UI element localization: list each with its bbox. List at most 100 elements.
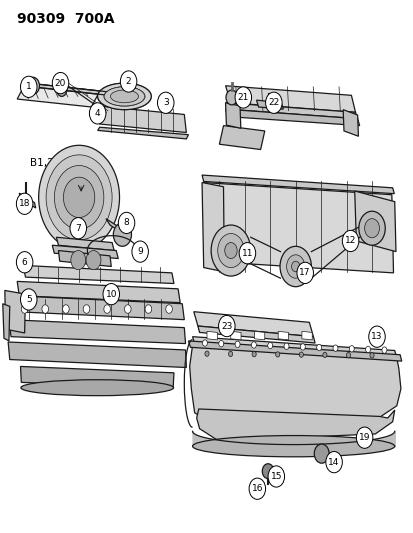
Circle shape [265,92,281,114]
Circle shape [368,326,385,348]
Polygon shape [225,103,240,128]
Circle shape [358,211,385,245]
Circle shape [21,305,28,313]
Circle shape [165,305,172,313]
Circle shape [21,76,37,98]
Polygon shape [202,182,392,273]
Ellipse shape [104,87,145,106]
Circle shape [157,92,173,114]
Circle shape [349,345,354,352]
Circle shape [52,72,69,94]
Polygon shape [97,106,186,133]
Circle shape [46,155,112,240]
Text: 12: 12 [344,237,356,246]
Circle shape [286,255,304,278]
Text: 16: 16 [251,484,262,493]
Circle shape [62,305,69,313]
Circle shape [86,251,101,270]
Circle shape [228,351,232,357]
Polygon shape [278,332,288,340]
Ellipse shape [21,379,173,395]
Ellipse shape [192,435,394,457]
Circle shape [42,305,48,313]
Circle shape [291,261,299,272]
Circle shape [268,466,284,487]
Text: 6: 6 [22,258,27,266]
Polygon shape [23,265,173,284]
Circle shape [251,342,256,348]
Circle shape [235,341,240,348]
Polygon shape [189,345,400,426]
Circle shape [21,289,37,310]
Circle shape [104,305,110,313]
Circle shape [57,84,66,96]
Text: 5: 5 [26,295,31,304]
Circle shape [365,346,370,353]
Circle shape [202,340,207,346]
Polygon shape [301,332,311,340]
Circle shape [262,464,273,479]
Text: 22: 22 [268,98,279,107]
Circle shape [267,342,272,349]
Circle shape [71,251,85,270]
Polygon shape [19,193,36,208]
Polygon shape [202,182,224,272]
Polygon shape [21,367,173,387]
Polygon shape [206,332,217,340]
Polygon shape [3,304,10,341]
Polygon shape [219,126,264,150]
Circle shape [218,316,235,337]
Text: 9: 9 [137,247,142,256]
Polygon shape [9,320,185,344]
Polygon shape [13,296,184,320]
Circle shape [346,352,350,358]
Circle shape [118,212,135,233]
Circle shape [63,177,95,217]
Text: 21: 21 [237,93,248,102]
Text: 7: 7 [75,224,81,233]
Circle shape [224,243,237,259]
Text: 8: 8 [123,219,129,228]
Circle shape [356,427,372,448]
Circle shape [120,71,137,92]
Circle shape [70,217,86,239]
Circle shape [332,345,337,351]
Circle shape [89,103,106,124]
Circle shape [296,262,313,284]
Circle shape [218,341,223,347]
Circle shape [299,352,303,357]
Circle shape [145,305,151,313]
Circle shape [369,353,373,358]
Ellipse shape [97,83,151,110]
Polygon shape [97,127,188,139]
Polygon shape [17,83,100,107]
Text: 1: 1 [26,82,31,91]
Text: 4: 4 [95,109,100,118]
Polygon shape [197,326,314,343]
Polygon shape [202,175,393,193]
Circle shape [29,82,36,90]
Circle shape [217,233,244,268]
Text: 23: 23 [221,321,232,330]
Circle shape [249,478,265,499]
Text: 3: 3 [162,98,168,107]
Circle shape [275,352,279,357]
Polygon shape [17,281,180,303]
Circle shape [279,246,311,287]
Polygon shape [52,245,118,259]
Circle shape [322,352,326,358]
Polygon shape [58,251,111,266]
Circle shape [17,252,33,273]
Polygon shape [225,109,359,126]
Polygon shape [354,191,395,252]
Polygon shape [8,342,186,368]
Polygon shape [196,409,394,441]
Polygon shape [254,332,264,340]
Text: 20: 20 [55,78,66,87]
Circle shape [325,451,342,473]
Polygon shape [192,337,396,358]
Circle shape [283,343,288,350]
Text: 2: 2 [126,77,131,86]
Polygon shape [5,290,25,333]
Circle shape [204,351,209,357]
